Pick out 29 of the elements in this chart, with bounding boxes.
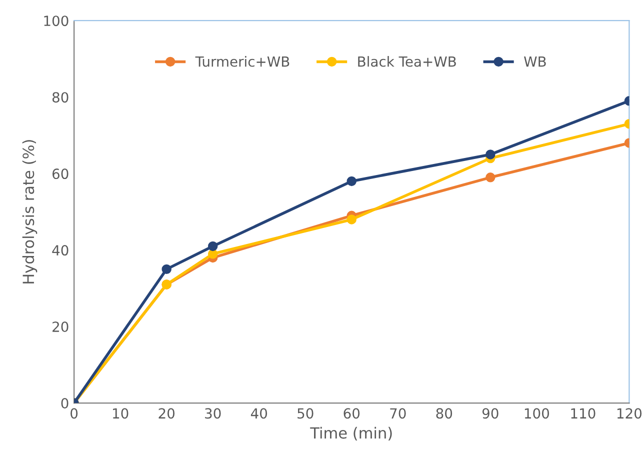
y-tick-label: 80 xyxy=(52,92,68,103)
x-tick-label: 30 xyxy=(205,408,221,419)
y-tick-label: 40 xyxy=(52,245,68,256)
x-tick-label: 110 xyxy=(571,408,596,419)
point xyxy=(208,241,218,252)
x-axis-title: Time (min) xyxy=(310,426,392,441)
x-tick-label: 20 xyxy=(158,408,174,419)
y-axis-title: Hydrolysis rate (%) xyxy=(22,140,38,284)
y-tick-label: 100 xyxy=(44,16,68,26)
x-tick-label: 90 xyxy=(482,408,498,419)
y-tick-label: 20 xyxy=(52,322,68,332)
x-tick-label: 0 xyxy=(70,408,78,419)
x-tick-label: 40 xyxy=(250,408,268,419)
legend-label: Turmeric+WB xyxy=(195,56,290,67)
point xyxy=(346,214,356,224)
x-tick-label: 100 xyxy=(524,408,549,419)
x-tick-label: 50 xyxy=(298,408,314,419)
point xyxy=(346,176,356,186)
x-tick-label: 10 xyxy=(113,408,128,419)
legend-label: Black Tea+WB xyxy=(358,56,456,67)
legend-label: WB xyxy=(524,56,546,67)
point xyxy=(486,150,496,160)
x-tick-label: 120 xyxy=(617,408,642,419)
x-tick-label: 70 xyxy=(390,408,406,419)
point xyxy=(486,172,496,182)
y-tick-label: 60 xyxy=(52,168,68,180)
y-tick-label: 0 xyxy=(61,398,68,409)
x-tick-label: 80 xyxy=(436,408,452,419)
x-tick-label: 60 xyxy=(344,408,360,419)
